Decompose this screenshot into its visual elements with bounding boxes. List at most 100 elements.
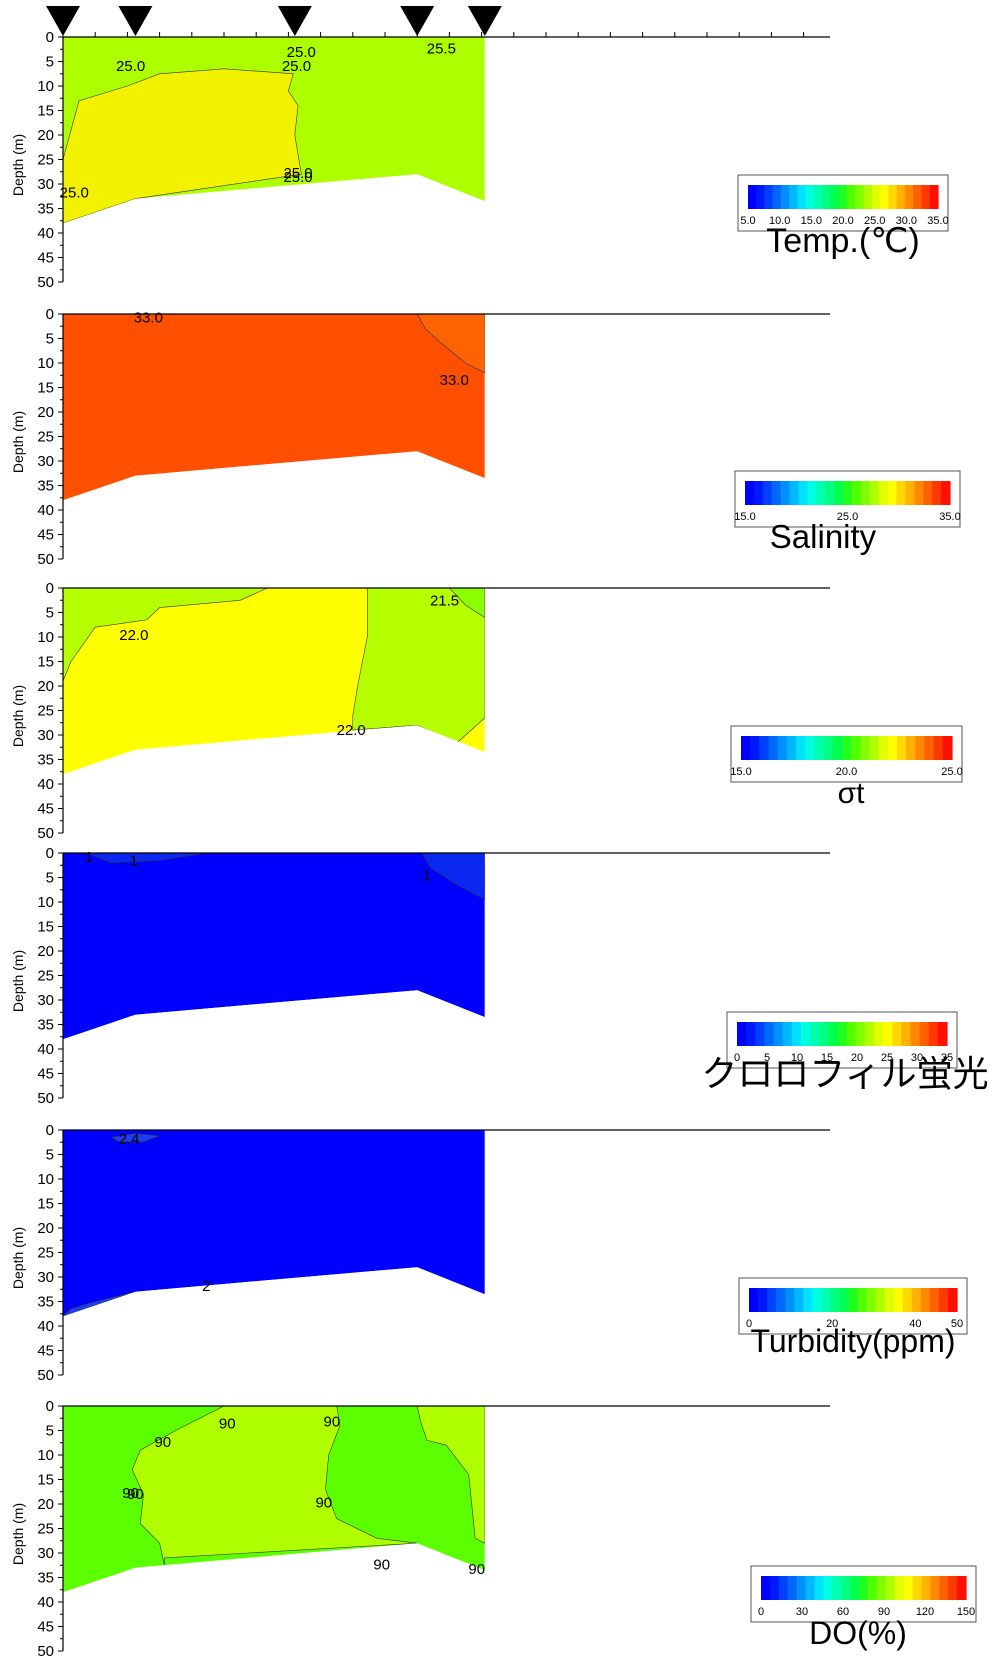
colorbar-swatch [903,1576,914,1600]
colorbar-swatch [761,1576,771,1600]
colorbar-swatch [933,736,944,760]
colorbar-swatch [860,736,871,760]
colorbar-tick-label: 15 [821,1052,833,1064]
depth-tick-label: 5 [46,54,54,71]
colorbar-swatch [805,736,815,760]
depth-tick-label: 30 [37,727,54,744]
depth-tick-label: 5 [46,1147,54,1164]
colorbar-swatch [839,1288,850,1312]
colorbar-swatch [764,185,774,209]
depth-axis-label: Depth (m) [10,1227,26,1289]
colorbar-swatch [893,1288,904,1312]
depth-tick-label: 50 [37,1367,54,1384]
colorbar-swatch [885,1576,896,1600]
colorbar-swatch [762,481,773,505]
colorbar-swatch [867,1576,878,1600]
colorbar-swatch [800,1022,811,1046]
colorbar-swatch [884,1288,895,1312]
depth-tick-label: 30 [37,1269,54,1286]
colorbar-tick-label: 20.0 [836,766,857,778]
colorbar-swatch [869,736,880,760]
colorbar-swatch [749,1288,759,1312]
contour-field [63,588,485,775]
colorbar-swatch [814,185,823,209]
depth-tick-label: 10 [37,1447,54,1464]
colorbar-swatch [921,1576,931,1600]
depth-tick-label: 15 [37,919,54,936]
colorbar-swatch [823,1576,833,1600]
colorbar-swatch [832,736,843,760]
contour-label: 2 [202,1278,210,1295]
contour-label: 90 [122,1485,139,1502]
colorbar-swatch [957,1576,967,1600]
colorbar-swatch [805,1576,816,1600]
colorbar-swatch [937,1022,948,1046]
depth-tick-label: 50 [37,825,54,842]
contour-region-2 [352,588,485,743]
colorbar-tick-label: 10 [791,1052,803,1064]
colorbar-swatch [776,1288,786,1312]
colorbar-swatch [771,481,782,505]
colorbar-swatch [755,1022,765,1046]
depth-tick-label: 40 [37,776,54,793]
legend: 0 30 60 90 120 150 DO(%) [750,1565,977,1651]
colorbar-swatch [906,736,916,760]
colorbar-swatch [930,1576,940,1600]
depth-tick-label: 10 [37,1171,54,1188]
colorbar-swatch [767,1288,777,1312]
colorbar-swatch [782,1022,793,1046]
colorbar-tick-label: 0 [758,1606,764,1618]
colorbar-swatch [748,185,757,209]
depth-tick-label: 5 [46,605,54,622]
depth-tick-label: 35 [37,752,54,769]
colorbar-swatch [880,185,890,209]
colorbar-swatch [866,1288,877,1312]
colorbar-tick-label: 35.0 [939,511,960,523]
depth-tick-label: 35 [37,1570,54,1587]
colorbar-swatch [843,481,853,505]
contour-label: 2.4 [119,1131,140,1148]
depth-tick-label: 15 [37,654,54,671]
colorbar-swatch [920,1288,931,1312]
colorbar-tick-label: 5.0 [740,215,755,227]
station-marker-5 [467,6,502,36]
contour-label: 22.0 [337,722,366,739]
colorbar-swatch [896,185,906,209]
depth-axis-label: Depth (m) [10,1503,26,1565]
colorbar-swatch [902,1288,913,1312]
contour-label: 25.0 [282,58,311,75]
legend-title: クロロフィル蛍光 [701,1053,988,1094]
contour-label: 21.5 [430,592,459,609]
colorbar-swatch [942,736,953,760]
colorbar-tick-label: 30 [911,1052,923,1064]
depth-tick-label: 25 [37,1245,54,1262]
colorbar-swatch [791,1022,802,1046]
chart-panel-3: 0 5 10 15 20 25 30 35 40 45 50 Depth (m) 22.0 21.5 22.… [10,580,963,842]
colorbar-swatch [832,1576,842,1600]
colorbar-tick-label: 35 [941,1052,953,1064]
colorbar-tick-label: 50 [951,1318,963,1330]
depth-tick-label: 35 [37,1017,54,1034]
colorbar-swatch [894,1576,905,1600]
colorbar-swatch [814,1576,824,1600]
contour-field [63,1406,485,1593]
depth-tick-label: 25 [37,703,54,720]
colorbar-swatch [905,481,915,505]
contour-base-region [63,314,485,501]
contour-region-1 [63,588,268,682]
colorbar-swatch [838,185,848,209]
colorbar-swatch [846,1022,857,1046]
colorbar-swatch [923,481,933,505]
depth-tick-label: 10 [37,78,54,95]
colorbar-swatch [876,1576,887,1600]
colorbar-tick-label: 25.0 [941,766,962,778]
colorbar-swatch [869,481,880,505]
colorbar-swatch [928,1022,939,1046]
colorbar-swatch [904,185,914,209]
colorbar-tick-label: 20 [826,1318,838,1330]
depth-tick-label: 45 [37,1343,54,1360]
